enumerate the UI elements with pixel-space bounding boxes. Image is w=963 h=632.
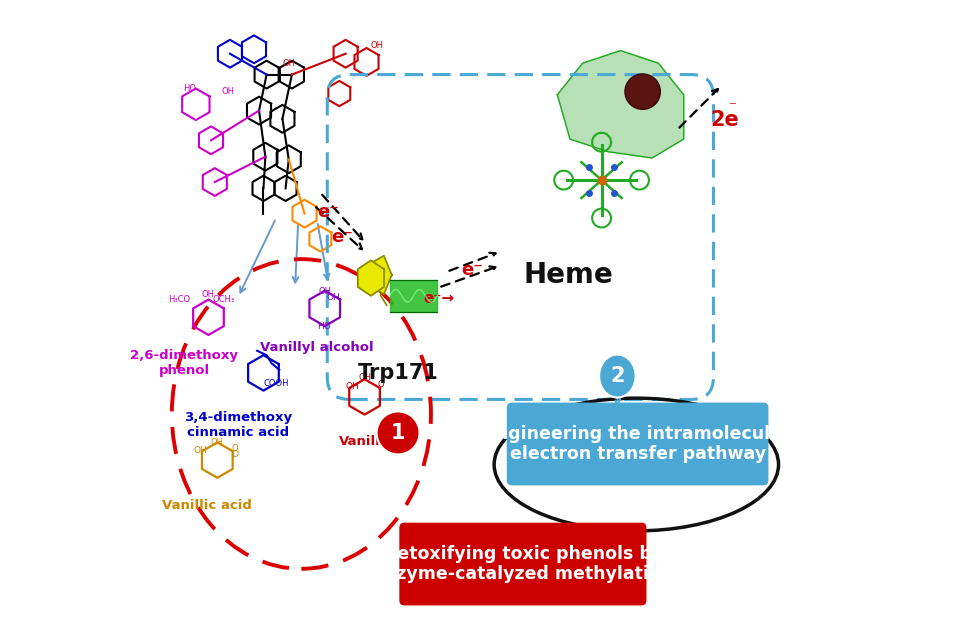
Text: OH: OH: [211, 438, 223, 447]
Text: e⁻→: e⁻→: [423, 291, 455, 306]
Text: H₃CO: H₃CO: [169, 295, 191, 304]
Text: OH: OH: [318, 288, 331, 296]
Text: HO: HO: [183, 84, 195, 93]
Text: Engineering the intramolecular
electron transfer pathway: Engineering the intramolecular electron …: [484, 425, 791, 463]
Text: 1: 1: [391, 423, 405, 443]
Polygon shape: [558, 51, 684, 158]
Ellipse shape: [599, 355, 636, 398]
Text: OH: OH: [345, 382, 359, 391]
Text: HO: HO: [318, 322, 331, 331]
Text: 2,6-dimethoxy
phenol: 2,6-dimethoxy phenol: [130, 349, 239, 377]
Text: Vanillin: Vanillin: [339, 435, 395, 448]
FancyBboxPatch shape: [400, 523, 646, 605]
Text: 2: 2: [611, 366, 625, 386]
Text: OH: OH: [194, 446, 207, 455]
Text: OH: OH: [358, 374, 371, 382]
Text: ⁻: ⁻: [729, 99, 738, 114]
FancyBboxPatch shape: [507, 403, 768, 485]
Text: Vanillyl alcohol: Vanillyl alcohol: [260, 341, 374, 355]
Text: e⁻: e⁻: [461, 262, 483, 279]
Text: Vanillic acid: Vanillic acid: [162, 499, 251, 513]
Circle shape: [377, 411, 420, 454]
Text: OH: OH: [326, 293, 340, 301]
Text: e⁻: e⁻: [331, 228, 352, 246]
Text: OH: OH: [371, 41, 383, 50]
Circle shape: [625, 74, 661, 109]
Polygon shape: [371, 256, 392, 294]
Text: OCH₃: OCH₃: [213, 295, 235, 304]
Text: OH: OH: [202, 290, 215, 299]
Text: Trp171: Trp171: [357, 363, 438, 384]
Text: OH: OH: [221, 87, 234, 96]
Text: O: O: [377, 380, 383, 389]
Text: e⁻: e⁻: [318, 203, 340, 221]
Text: 3,4-dimethoxy
cinnamic acid: 3,4-dimethoxy cinnamic acid: [184, 411, 292, 439]
Text: O: O: [232, 444, 238, 453]
Text: OH: OH: [282, 59, 296, 68]
Text: Heme: Heme: [524, 261, 613, 289]
Text: 2e: 2e: [711, 110, 739, 130]
Text: O: O: [231, 450, 239, 459]
Polygon shape: [358, 260, 384, 296]
Text: COOH: COOH: [263, 379, 289, 388]
Text: Detoxifying toxic phenols by
enzyme-catalyzed methylation: Detoxifying toxic phenols by enzyme-cata…: [373, 545, 673, 583]
